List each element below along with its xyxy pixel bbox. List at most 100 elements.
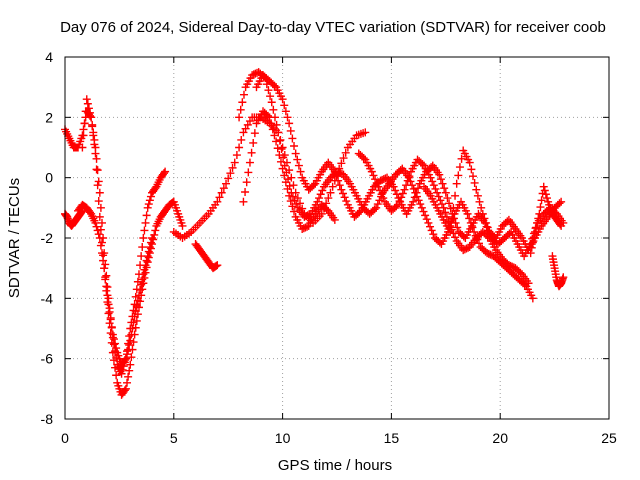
data-point	[392, 202, 401, 211]
data-point	[557, 197, 566, 206]
data-point	[269, 105, 278, 114]
data-point	[372, 203, 381, 212]
y-tick-label: -6	[41, 351, 54, 367]
data-point	[342, 197, 351, 206]
data-point	[237, 135, 246, 144]
data-point	[289, 181, 298, 190]
data-point	[457, 154, 466, 163]
data-point	[451, 233, 460, 242]
data-point	[330, 167, 339, 176]
data-point	[447, 215, 456, 224]
data-point	[370, 205, 379, 214]
data-point	[247, 148, 256, 157]
data-point	[443, 194, 452, 203]
data-point	[143, 203, 152, 212]
data-point	[105, 307, 114, 316]
data-point	[535, 209, 544, 218]
data-point	[126, 360, 135, 369]
data-point	[391, 186, 400, 195]
data-point	[281, 107, 290, 116]
data-point	[294, 161, 303, 170]
x-tick-label: 25	[601, 430, 617, 446]
data-point	[465, 158, 474, 167]
data-point	[528, 294, 537, 303]
chart-title: Day 076 of 2024, Sidereal Day-to-day VTE…	[60, 19, 606, 36]
data-point	[92, 222, 101, 231]
y-tick-label: 4	[45, 49, 53, 65]
data-point	[472, 185, 481, 194]
data-point	[130, 312, 139, 321]
data-point	[143, 252, 152, 261]
data-point	[285, 191, 294, 200]
data-point	[102, 282, 111, 291]
data-point	[112, 344, 121, 353]
data-point	[339, 154, 348, 163]
data-point	[103, 283, 112, 292]
data-point	[524, 279, 533, 288]
data-point	[334, 176, 343, 185]
data-point	[286, 126, 295, 135]
data-point	[435, 170, 444, 179]
data-point	[369, 171, 378, 180]
data-point	[111, 363, 120, 372]
data-point	[532, 223, 541, 232]
data-point	[277, 145, 286, 154]
data-point	[338, 189, 347, 198]
data-point	[419, 207, 428, 216]
data-point	[80, 119, 89, 128]
data-point	[421, 211, 430, 220]
data-point	[288, 202, 297, 211]
x-axis-label: GPS time / hours	[278, 457, 392, 474]
data-point	[285, 119, 294, 128]
data-point	[395, 197, 404, 206]
data-point	[278, 95, 287, 104]
data-point	[541, 190, 550, 199]
data-point	[403, 176, 412, 185]
data-point	[355, 208, 364, 217]
data-point	[272, 120, 281, 129]
data-point	[93, 166, 102, 175]
data-point	[416, 200, 425, 209]
data-point	[94, 177, 103, 186]
data-point	[215, 193, 224, 202]
data-point	[526, 249, 535, 258]
data-point	[117, 369, 126, 378]
data-point	[92, 154, 101, 163]
x-tick-labels: 0 5 10 15 20 25	[61, 430, 617, 446]
data-point	[276, 157, 285, 166]
data-point	[270, 131, 279, 140]
data-point	[213, 261, 222, 270]
data-point	[142, 256, 151, 265]
data-point	[539, 182, 548, 191]
data-point	[101, 273, 110, 282]
data-point	[389, 182, 398, 191]
data-point	[542, 194, 551, 203]
data-point	[126, 336, 135, 345]
data-point	[123, 350, 132, 359]
data-point	[398, 189, 407, 198]
data-point	[235, 143, 244, 152]
data-point	[118, 365, 127, 374]
data-point	[160, 169, 169, 178]
data-point	[534, 214, 543, 223]
data-point	[241, 187, 250, 196]
data-point	[309, 181, 318, 190]
data-point	[275, 151, 284, 160]
data-point	[414, 184, 423, 193]
data-point	[377, 190, 386, 199]
data-point	[361, 128, 370, 137]
data-point	[140, 226, 149, 235]
data-point	[328, 182, 337, 191]
data-point	[290, 141, 299, 150]
data-point	[267, 119, 276, 128]
data-point	[280, 171, 289, 180]
data-point	[433, 188, 442, 197]
data-point	[104, 309, 113, 318]
data-point	[222, 179, 231, 188]
data-point	[146, 192, 155, 201]
data-point	[120, 356, 129, 365]
data-point	[141, 218, 150, 227]
data-point	[90, 140, 99, 149]
x-tick-label: 15	[384, 430, 400, 446]
data-point	[127, 330, 136, 339]
